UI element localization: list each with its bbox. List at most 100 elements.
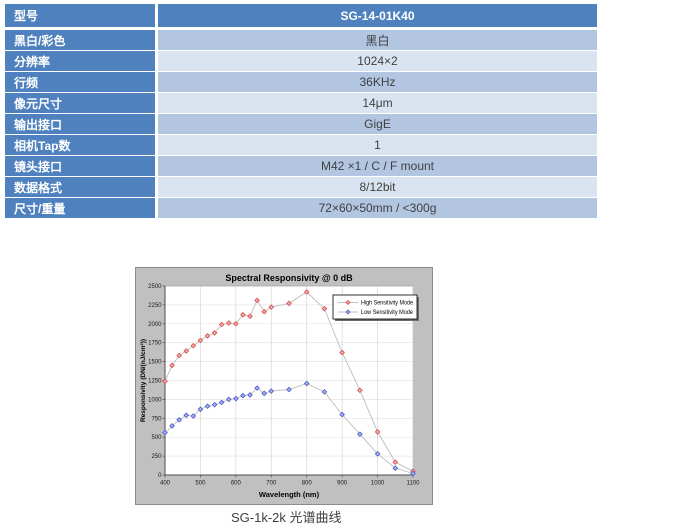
series-marker-1	[162, 429, 168, 436]
series-marker-0	[197, 337, 204, 344]
spec-value-cell: 8/12bit	[158, 177, 597, 197]
series-marker-0	[190, 342, 197, 349]
series-marker-0	[162, 378, 168, 385]
spec-label-cell: 像元尺寸	[5, 93, 155, 113]
legend-marker	[345, 309, 351, 315]
spec-value-cell: GigE	[158, 114, 597, 134]
x-axis-title: Wavelength (nm)	[259, 490, 320, 499]
spec-value-cell: M42 ×1 / C / F mount	[158, 156, 597, 176]
chart-canvas: 0 250 500 750 1000 1250 1500 1750 2000 2250 2500 40…	[140, 273, 421, 499]
y-tick-label: 1500	[148, 360, 162, 366]
series-marker-1	[197, 406, 204, 413]
spec-value-cell: 72×60×50mm / <300g	[158, 198, 597, 218]
spec-row: 行频 36KHz	[5, 72, 597, 92]
series-marker-0	[254, 297, 260, 304]
series-marker-1	[233, 395, 239, 402]
x-tick-label: 700	[266, 481, 277, 487]
series-marker-1	[183, 412, 190, 419]
series-marker-1	[254, 385, 260, 391]
spec-row: 像元尺寸 14μm	[5, 93, 597, 113]
series-marker-1	[286, 386, 292, 393]
series-marker-0	[218, 321, 225, 328]
series-marker-0	[233, 320, 239, 327]
series-marker-1	[321, 389, 328, 395]
series-marker-1	[247, 392, 253, 398]
series-marker-1	[169, 423, 175, 429]
legend-marker	[345, 299, 351, 306]
series-marker-0	[392, 459, 399, 465]
series-marker-0	[183, 348, 190, 354]
spec-row: 数据格式 8/12bit	[5, 177, 597, 197]
series-marker-1	[392, 465, 399, 472]
spec-label-cell: 相机Tap数	[5, 135, 155, 155]
series-marker-0	[211, 330, 218, 336]
series-marker-0	[240, 311, 246, 318]
spec-label-cell: 分辨率	[5, 51, 155, 71]
x-tick-label: 400	[160, 481, 171, 487]
series-marker-0	[357, 387, 363, 394]
y-tick-label: 2000	[148, 322, 162, 328]
x-tick-label: 500	[195, 481, 206, 487]
spec-label-cell: 尺寸/重量	[5, 198, 155, 218]
legend-label: Low Sensitivity Mode	[361, 310, 414, 316]
y-tick-label: 2500	[148, 284, 162, 290]
series-marker-1	[211, 401, 218, 408]
y-axis-title: Responsivity (DN/(nJ/cm²))	[140, 339, 147, 422]
series-marker-0	[247, 313, 253, 320]
series-marker-1	[410, 470, 416, 477]
x-tick-label: 800	[302, 481, 313, 487]
spec-table: 型号 SG-14-01K40 黑白/彩色 黑白 分辨率 1024×2 行频 36KHz 像元尺寸…	[5, 4, 597, 219]
spec-row: 相机Tap数 1	[5, 135, 597, 155]
x-tick-label: 600	[231, 481, 242, 487]
series-marker-0	[303, 289, 310, 295]
series-marker-0	[339, 349, 345, 356]
spec-value-cell: 14μm	[158, 93, 597, 113]
spec-label-cell: 型号	[5, 4, 155, 27]
spec-value-cell: 1024×2	[158, 51, 597, 71]
spectral-chart: 0 250 500 750 1000 1250 1500 1750 2000 2250 2500 40…	[135, 267, 433, 505]
spec-row: 分辨率 1024×2	[5, 51, 597, 71]
legend-box	[332, 294, 418, 320]
y-tick-label: 750	[151, 416, 162, 422]
y-tick-label: 2250	[148, 303, 162, 309]
series-marker-1	[225, 396, 232, 403]
series-marker-1	[190, 413, 197, 419]
y-tick-label: 1250	[148, 379, 162, 385]
spec-value-cell: 36KHz	[158, 72, 597, 92]
x-tick-label: 1100	[407, 481, 421, 487]
series-marker-1	[240, 392, 246, 399]
x-tick-label: 1000	[371, 481, 385, 487]
series-marker-0	[374, 429, 381, 435]
legend-label: High Sensitivity Mode	[361, 301, 414, 307]
series-marker-1	[204, 403, 211, 410]
spec-label-cell: 行频	[5, 72, 155, 92]
y-tick-label: 250	[151, 454, 162, 460]
series-marker-0	[261, 308, 268, 315]
spec-value-cell: 黑白	[158, 30, 597, 50]
series-marker-0	[204, 333, 211, 339]
series-marker-1	[357, 431, 363, 438]
series-marker-1	[218, 399, 225, 406]
series-marker-1	[374, 450, 381, 457]
series-marker-0	[225, 320, 232, 326]
spec-row: 镜头接口 M42 ×1 / C / F mount	[5, 156, 597, 176]
spec-label-cell: 输出接口	[5, 114, 155, 134]
series-marker-0	[268, 304, 275, 311]
spec-row: 黑白/彩色 黑白	[5, 30, 597, 50]
spec-value-cell: SG-14-01K40	[158, 4, 597, 27]
spec-label-cell: 数据格式	[5, 177, 155, 197]
series-marker-1	[339, 411, 345, 418]
chart-title: Spectral Responsivity @ 0 dB	[225, 273, 353, 283]
series-marker-0	[169, 362, 175, 369]
spec-value-cell: 1	[158, 135, 597, 155]
series-marker-0	[286, 300, 292, 307]
spec-row: 型号 SG-14-01K40	[5, 4, 597, 27]
x-tick-label: 900	[337, 481, 348, 487]
y-tick-label: 1000	[148, 397, 162, 403]
series-marker-1	[261, 390, 268, 397]
spec-label-cell: 镜头接口	[5, 156, 155, 176]
series-marker-0	[176, 352, 183, 359]
spec-row: 尺寸/重量 72×60×50mm / <300g	[5, 198, 597, 218]
series-marker-1	[176, 416, 183, 423]
